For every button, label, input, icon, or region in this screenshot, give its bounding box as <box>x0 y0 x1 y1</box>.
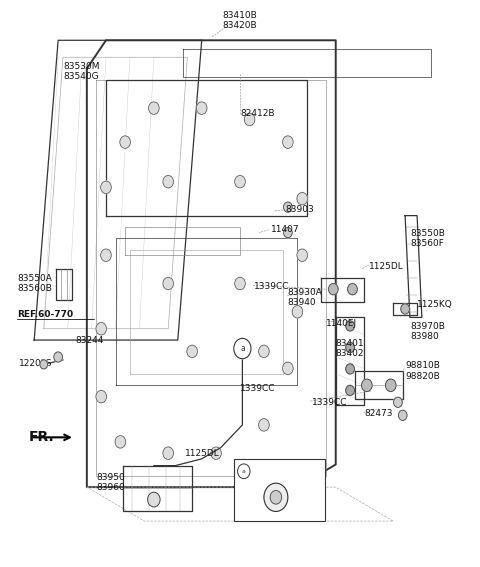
Circle shape <box>101 181 111 193</box>
Text: 83903: 83903 <box>286 205 314 214</box>
Circle shape <box>163 175 173 188</box>
Circle shape <box>96 391 107 403</box>
Text: 83410B
83420B: 83410B 83420B <box>223 11 257 30</box>
Text: 83550A
83560B: 83550A 83560B <box>17 274 52 293</box>
Circle shape <box>211 447 221 459</box>
Circle shape <box>40 360 48 369</box>
Circle shape <box>96 323 107 335</box>
Circle shape <box>346 342 354 353</box>
Circle shape <box>401 304 409 314</box>
Text: 1140EJ: 1140EJ <box>326 319 357 328</box>
Text: a: a <box>242 469 246 474</box>
Circle shape <box>235 277 245 290</box>
Text: 83930A
83940: 83930A 83940 <box>288 288 323 307</box>
Circle shape <box>235 175 245 188</box>
Circle shape <box>149 102 159 115</box>
Text: 98810B
98820B: 98810B 98820B <box>405 362 440 381</box>
Circle shape <box>346 321 354 331</box>
Circle shape <box>283 136 293 149</box>
Circle shape <box>148 492 160 507</box>
Text: FR.: FR. <box>28 430 54 445</box>
Text: 1125DL: 1125DL <box>369 262 404 271</box>
Text: 1125DL: 1125DL <box>185 448 220 458</box>
Text: 1339CC: 1339CC <box>240 384 276 392</box>
Text: 1339CC: 1339CC <box>254 282 290 291</box>
Circle shape <box>398 410 407 420</box>
Text: 82412B: 82412B <box>240 109 275 119</box>
Text: 83244: 83244 <box>75 336 103 345</box>
Text: 1339CC: 1339CC <box>312 398 348 407</box>
Text: 1731JF
91971R: 1731JF 91971R <box>249 484 284 503</box>
Circle shape <box>284 202 292 212</box>
Text: 83950
83960: 83950 83960 <box>96 473 125 492</box>
Text: 83550B
83560F: 83550B 83560F <box>410 229 445 248</box>
Circle shape <box>101 249 111 261</box>
Text: 83970B
83980: 83970B 83980 <box>410 322 445 341</box>
Text: 11407: 11407 <box>271 225 300 234</box>
FancyBboxPatch shape <box>234 459 324 521</box>
Circle shape <box>244 113 255 126</box>
Text: 83530M
83540G: 83530M 83540G <box>63 62 99 81</box>
Circle shape <box>394 397 402 407</box>
Circle shape <box>54 352 62 362</box>
Circle shape <box>346 364 354 374</box>
Circle shape <box>196 102 207 115</box>
Text: 82473: 82473 <box>364 409 393 418</box>
Circle shape <box>283 362 293 375</box>
Circle shape <box>120 136 131 149</box>
Circle shape <box>163 277 173 290</box>
Circle shape <box>292 306 303 318</box>
Text: a: a <box>240 344 245 353</box>
Text: REF.60-770: REF.60-770 <box>17 310 73 319</box>
Circle shape <box>264 483 288 511</box>
Circle shape <box>234 338 251 359</box>
Circle shape <box>328 284 338 295</box>
Circle shape <box>348 284 357 295</box>
Circle shape <box>385 379 396 392</box>
Circle shape <box>346 386 354 396</box>
Circle shape <box>259 345 269 358</box>
Circle shape <box>238 464 250 479</box>
Text: 1125KQ: 1125KQ <box>417 301 453 310</box>
Circle shape <box>259 418 269 431</box>
Circle shape <box>270 490 282 504</box>
Text: 83401
83402: 83401 83402 <box>336 339 364 358</box>
Circle shape <box>284 227 292 238</box>
Circle shape <box>187 345 197 358</box>
Circle shape <box>163 447 173 459</box>
Circle shape <box>361 379 372 392</box>
Circle shape <box>297 192 308 205</box>
Text: 1220FS: 1220FS <box>19 359 52 369</box>
Circle shape <box>115 435 126 448</box>
Circle shape <box>297 249 308 261</box>
